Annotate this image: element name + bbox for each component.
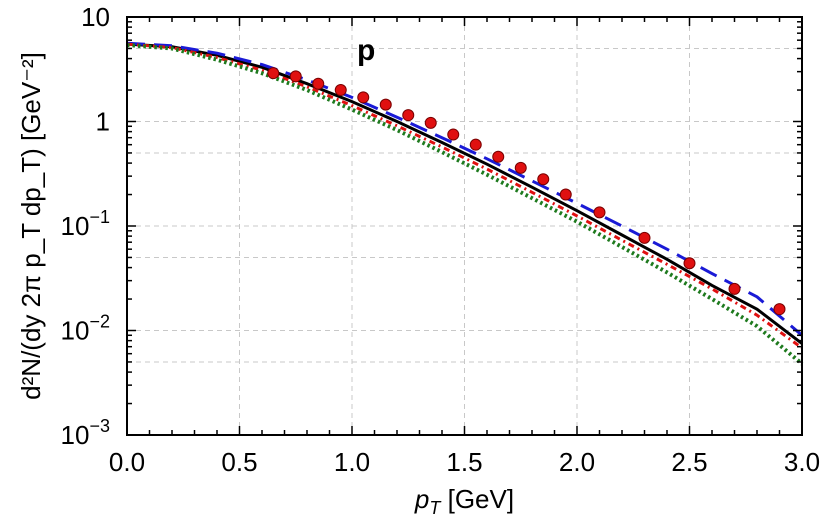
data-point: [514, 161, 527, 174]
data-point: [424, 116, 437, 129]
data-point: [773, 303, 786, 316]
data-point: [312, 77, 325, 90]
x-axis-title: pT [GeV]: [414, 484, 514, 518]
x-tick-label: 2.0: [559, 447, 595, 477]
x-tick-label: 3.0: [784, 447, 820, 477]
y-tick-label: 10−3: [61, 416, 110, 450]
y-tick-labels: 10 1 10−1 10−2 10−3: [61, 2, 110, 450]
y-tick-label: 10−1: [61, 207, 110, 241]
data-point: [447, 128, 460, 141]
x-tick-label: 1.0: [334, 447, 370, 477]
x-tick-label: 1.5: [446, 447, 482, 477]
data-point: [402, 109, 415, 122]
x-tick-labels: 0.0 0.5 1.0 1.5 2.0 2.5 3.0: [109, 447, 820, 477]
y-tick-label: 10: [81, 2, 110, 32]
data-point: [593, 206, 606, 219]
data-point: [559, 188, 572, 201]
data-point: [638, 231, 651, 244]
series-line-dashdot: [126, 42, 803, 350]
data-point: [537, 173, 550, 186]
data-point: [492, 150, 505, 163]
data-point: [267, 67, 280, 80]
data-points: [267, 67, 786, 316]
panel-label: p: [357, 34, 375, 67]
y-tick-label: 1: [96, 107, 110, 137]
y-tick-label: 10−2: [61, 312, 110, 346]
y-axis-title: d²N/(dy 2π p_T dp_T) [GeV⁻²]: [16, 52, 46, 400]
data-point: [728, 282, 741, 295]
data-point: [469, 138, 482, 151]
data-point: [334, 84, 347, 97]
x-tick-label: 0.5: [221, 447, 257, 477]
x-tick-label: 0.0: [109, 447, 145, 477]
data-point: [289, 70, 302, 83]
series-line-dotted: [126, 43, 804, 366]
grid: [127, 17, 802, 435]
data-point: [379, 98, 392, 111]
x-tick-label: 2.5: [671, 447, 707, 477]
data-point: [357, 91, 370, 104]
data-point: [683, 257, 696, 270]
series-line-solid: [126, 42, 803, 345]
axis-ticks: [126, 17, 803, 436]
